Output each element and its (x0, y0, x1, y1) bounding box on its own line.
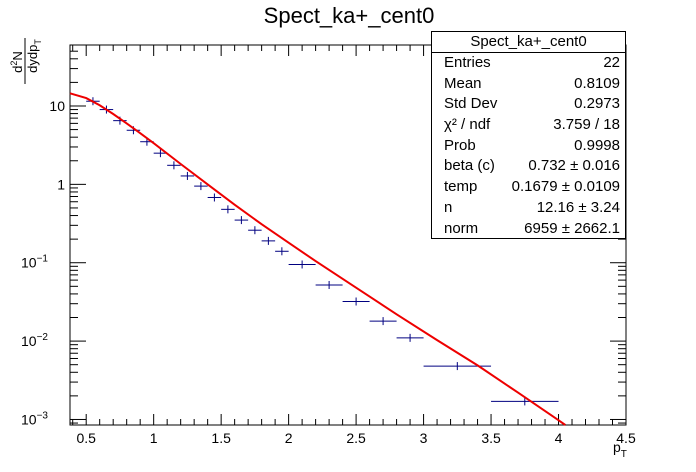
y-tick-label: 10−1 (21, 254, 48, 271)
stats-key: Std Dev (444, 95, 498, 113)
y-axis-label: d2N dydpT (9, 38, 43, 84)
stats-row: Entries 22 (432, 53, 625, 74)
stats-key: temp (444, 178, 478, 196)
stats-rows: Entries 22 Mean 0.8109 Std Dev 0.2973 χ² / ndf… (432, 53, 625, 239)
stats-key: Prob (444, 136, 476, 154)
stats-value: 0.1679 ± 0.0109 (511, 178, 620, 196)
stats-row: Std Dev 0.2973 (432, 94, 625, 115)
x-tick-label: 2 (285, 430, 293, 446)
x-tick-label: 1.5 (211, 430, 231, 446)
stats-key: Mean (444, 74, 482, 92)
data-point (153, 149, 168, 158)
stats-row: beta (c) 0.732 ± 0.016 (432, 156, 625, 177)
fit-curve (69, 92, 566, 426)
stats-title: Spect_ka+_cent0 (432, 32, 625, 53)
plot-frame (69, 44, 627, 426)
stats-row: n 12.16 ± 3.24 (432, 198, 625, 219)
data-point (207, 193, 222, 202)
data-point (261, 236, 276, 245)
data-point (221, 205, 235, 214)
data-point (423, 362, 492, 371)
stats-row: temp 0.1679 ± 0.0109 (432, 177, 625, 198)
data-point (194, 182, 208, 191)
stats-value: 22 (603, 54, 620, 71)
stats-value: 0.8109 (574, 74, 620, 92)
x-tick-label: 3 (420, 430, 428, 446)
y-tick-label: 1 (57, 176, 65, 192)
stats-key: norm (444, 219, 479, 237)
stats-box: Spect_ka+_cent0 Entries 22 Mean 0.8109 Std D… (431, 31, 626, 239)
stats-key: Entries (444, 54, 491, 71)
x-tick-label: 4 (555, 430, 563, 446)
series-layer (69, 92, 566, 426)
stats-value: 0.732 ± 0.016 (528, 157, 620, 175)
stats-value: 12.16 ± 3.24 (536, 198, 620, 216)
stats-row: norm 6959 ± 2662.1 (432, 219, 625, 240)
data-point (234, 216, 249, 225)
data-point (369, 317, 397, 326)
x-tick-label: 2.5 (346, 430, 366, 446)
stats-row: χ² / ndf 3.759 / 18 (432, 115, 625, 136)
data-point (180, 171, 195, 180)
data-point (288, 260, 316, 269)
y-tick-label: 10 (49, 98, 65, 114)
data-point (342, 297, 370, 306)
x-tick-label: 1 (150, 430, 158, 446)
data-point (275, 247, 289, 256)
y-axis-label-denominator: dydpT (25, 39, 43, 73)
data-point (167, 161, 181, 170)
data-point (248, 226, 262, 235)
stats-key: beta (c) (444, 157, 495, 175)
x-tick-label: 4.5 (616, 430, 636, 446)
stats-value: 3.759 / 18 (553, 116, 620, 134)
stats-row: Mean 0.8109 (432, 74, 625, 95)
y-tick-label: 10−2 (21, 332, 48, 349)
x-tick-label: 0.5 (76, 430, 96, 446)
x-tick-label: 3.5 (481, 430, 501, 446)
stats-value: 0.2973 (574, 95, 620, 113)
stats-row: Prob 0.9998 (432, 136, 625, 157)
y-tick-label: 10−3 (21, 410, 48, 427)
data-point (315, 280, 343, 289)
y-axis-label-numerator: d2N (9, 51, 25, 73)
stats-key: n (444, 198, 453, 216)
stats-key: χ² / ndf (444, 116, 491, 134)
data-point (396, 333, 424, 342)
chart-title: Spect_ka+_cent0 (264, 3, 435, 28)
stats-value: 6959 ± 2662.1 (524, 219, 620, 237)
data-point (491, 397, 559, 406)
stats-value: 0.9998 (574, 136, 620, 154)
